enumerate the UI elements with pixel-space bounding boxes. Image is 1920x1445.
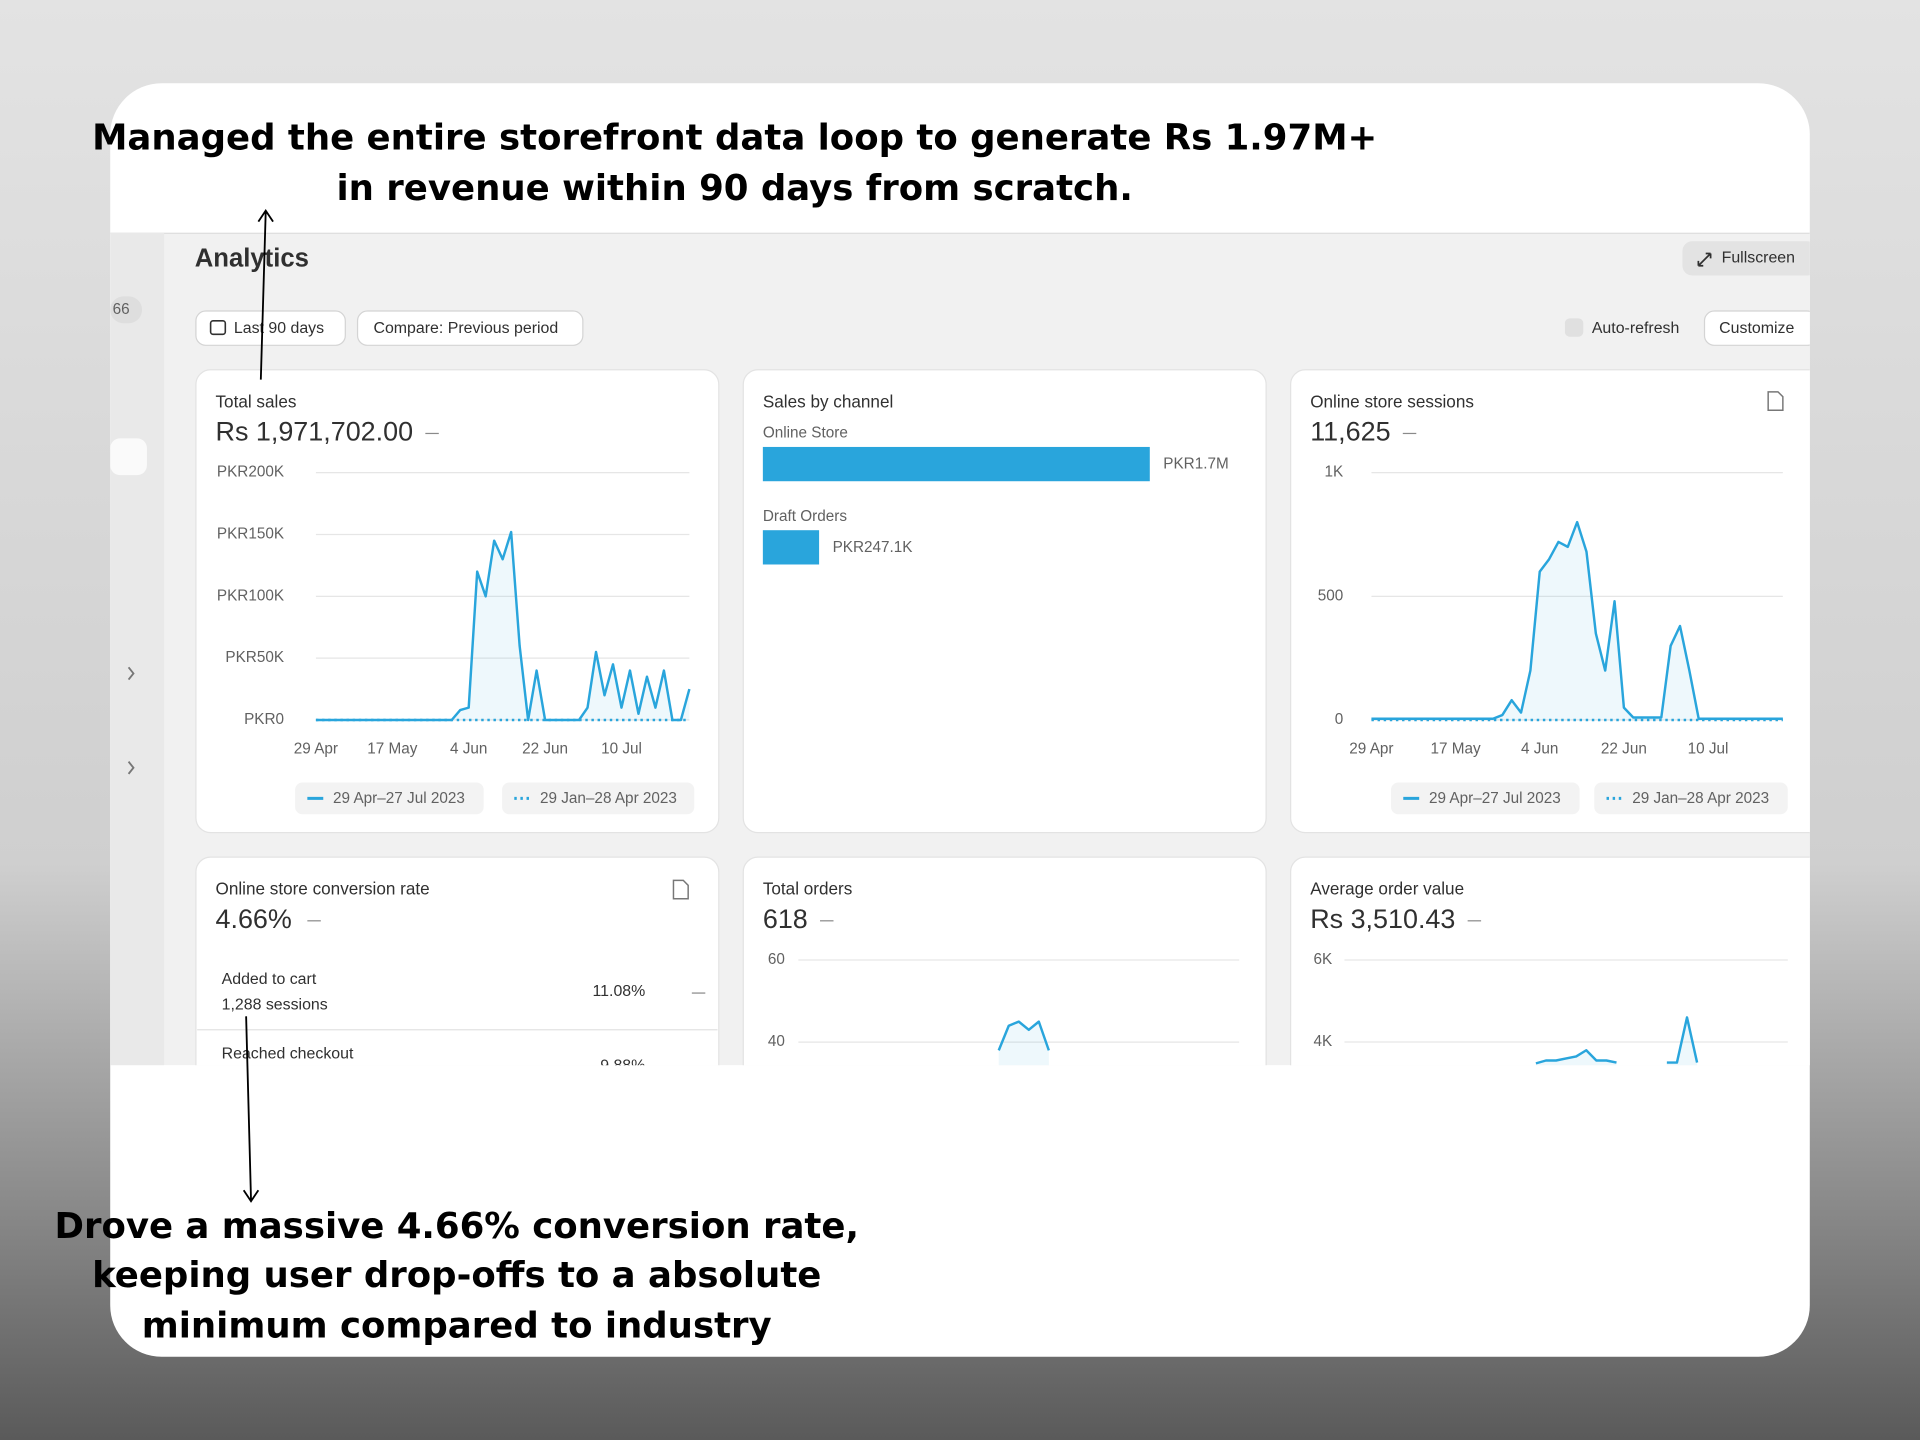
card-title: Sales by channel [763, 391, 893, 411]
card-title: Total sales [216, 391, 297, 411]
y-tick-label: 60 [768, 951, 785, 968]
funnel-sessions: 1,288 sessions [222, 997, 328, 1014]
auto-refresh-checkbox[interactable] [1564, 318, 1584, 337]
card-total: Rs 1,971,702.00 [216, 417, 414, 447]
series-area [315, 532, 690, 720]
annotation: minimum compared to industry [142, 1305, 772, 1346]
y-tick-label: 500 [1318, 587, 1344, 604]
series-area [998, 1021, 1049, 1066]
annotation: in revenue within 90 days from scratch. [337, 168, 1133, 209]
y-tick-label: 1K [1325, 464, 1345, 481]
series-line [997, 1020, 1050, 1051]
x-tick-label: 4 Jun [450, 740, 487, 757]
bar [762, 530, 820, 565]
y-tick-label: PKR150K [217, 526, 285, 543]
dashboard: 66 Analytics Fullscreen Last 90 days Com… [110, 232, 1817, 1075]
page-title: Analytics [195, 244, 309, 272]
y-tick-label: 40 [768, 1033, 785, 1050]
date-button[interactable] [195, 310, 346, 346]
badge [110, 296, 143, 324]
legend-label: 29 Jan–28 Apr 2023 [540, 790, 677, 807]
series-line [1371, 520, 1783, 720]
chevrons[interactable] [127, 666, 135, 775]
legend-label: 29 Apr–27 Jul 2023 [333, 790, 465, 807]
arrow [257, 208, 274, 380]
y-tick-label: PKR0 [244, 711, 284, 728]
legend-item [1391, 782, 1580, 815]
customize-button[interactable] [1703, 310, 1817, 346]
legend-item [502, 782, 695, 815]
card-title: Average order value [1310, 879, 1464, 899]
compare-button[interactable] [356, 310, 584, 346]
series-area [1371, 522, 1783, 720]
report-icon[interactable] [1767, 391, 1784, 411]
y-tick-label: PKR50K [225, 649, 284, 666]
annotation: Drove a massive 4.66% conversion rate, [54, 1206, 858, 1247]
funnel-rate: 11.08% [593, 983, 646, 1000]
card-title: Total orders [763, 879, 852, 899]
calendar-icon [209, 320, 227, 336]
x-tick-label: 10 Jul [1688, 740, 1729, 757]
card-total: Rs 3,510.43 [1310, 904, 1455, 934]
x-tick-label: 17 May [1430, 740, 1481, 757]
compare-label: Compare: Previous period [373, 320, 558, 337]
x-tick-label: 29 Apr [1349, 740, 1393, 757]
fullscreen-label: Fullscreen [1722, 250, 1795, 267]
auto-refresh-label: Auto-refresh [1592, 320, 1680, 337]
funnel-rate: 9.88% [600, 1058, 645, 1075]
x-tick-label: 4 Jun [1521, 740, 1558, 757]
x-tick-label: 17 May [367, 740, 418, 757]
legend-label: 29 Jan–28 Apr 2023 [1632, 790, 1769, 807]
card [195, 369, 720, 834]
y-tick-label: 0 [1335, 711, 1344, 728]
badge-text: 66 [113, 301, 130, 318]
fullscreen-icon [1697, 252, 1712, 267]
x-tick-label: 29 Apr [294, 740, 338, 757]
x-tick-label: 22 Jun [522, 740, 568, 757]
annotation: Managed the entire storefront data loop … [92, 118, 1377, 159]
bar [762, 446, 1150, 482]
sidebar [110, 232, 165, 1066]
series-line [315, 530, 691, 722]
card [1290, 856, 1810, 1066]
y-tick-label: PKR200K [217, 464, 285, 481]
funnel-step: Reached checkout [222, 1045, 354, 1062]
cards [195, 369, 1810, 1066]
card-title: Online store conversion rate [216, 879, 430, 899]
card-total: 618 [763, 904, 808, 934]
card [742, 856, 1267, 1066]
card-title: Online store sessions [1310, 391, 1474, 411]
card-total: 11,625 [1310, 417, 1390, 447]
fullscreen-button[interactable] [1682, 241, 1817, 276]
x-tick-label: 10 Jul [601, 740, 642, 757]
legend-item [1594, 782, 1788, 815]
bar-category: Draft Orders [763, 508, 847, 525]
y-tick-label: 6K [1314, 951, 1334, 968]
y-tick-label: 4K [1314, 1033, 1334, 1050]
funnel-step: Added to cart [222, 971, 317, 988]
y-tick-label: PKR100K [217, 587, 285, 604]
customize-label: Customize [1719, 320, 1794, 337]
bar-value-label: PKR247.1K [833, 539, 914, 556]
arrow [242, 1016, 260, 1203]
card-total: 4.66% [216, 904, 292, 934]
report-icon[interactable] [672, 879, 689, 900]
card [1290, 369, 1810, 834]
card [195, 856, 720, 1066]
nav-item[interactable] [110, 438, 147, 476]
bar-value-label: PKR1.7M [1163, 456, 1228, 473]
legend-item [295, 782, 484, 815]
legend-label: 29 Apr–27 Jul 2023 [1429, 790, 1561, 807]
series-line [1535, 1016, 1699, 1065]
card [742, 369, 1267, 834]
bar-category: Online Store [763, 425, 848, 442]
date-label: Last 90 days [234, 320, 324, 337]
x-tick-label: 22 Jun [1601, 740, 1647, 757]
annotation: keeping user drop-offs to a absolute [92, 1255, 821, 1296]
